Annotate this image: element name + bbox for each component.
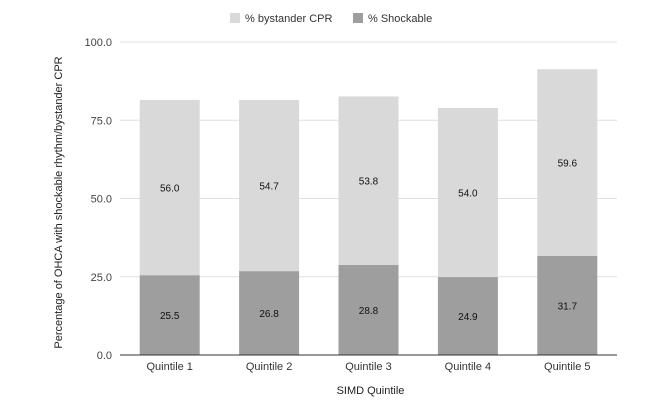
- bar-bystander-cpr: [239, 99, 300, 272]
- x-axis-categories: Quintile 1 Quintile 2 Quintile 3 Quintile 4…: [146, 361, 590, 373]
- data-label-shockable: 26.8: [259, 309, 279, 320]
- data-label-shockable: 25.5: [160, 311, 180, 322]
- data-label-bystander-cpr: 54.7: [259, 182, 279, 193]
- x-tick-label: Quintile 4: [445, 361, 491, 373]
- bar-shockable: [139, 275, 200, 355]
- x-tick-label: Quintile 2: [246, 361, 292, 373]
- bar-bystander-cpr: [537, 69, 598, 256]
- data-label-bystander-cpr: 59.6: [558, 159, 578, 170]
- bar-shockable: [338, 264, 399, 355]
- data-label-bystander-cpr: 54.0: [458, 189, 478, 200]
- bar-bystander-cpr: [437, 108, 498, 278]
- bar-shockable: [239, 271, 300, 355]
- y-axis-title: Percentage of OHCA with shockable rhythm…: [53, 56, 65, 348]
- y-tick-label: 75.0: [91, 115, 112, 127]
- x-tick-label: Quintile 1: [146, 361, 192, 373]
- legend: % bystander CPR % Shockable: [230, 13, 432, 25]
- legend-swatch-bystander-cpr: [230, 13, 240, 23]
- bar-bystander-cpr: [139, 99, 200, 276]
- legend-label-bystander-cpr: % bystander CPR: [245, 13, 332, 25]
- data-labels: 25.5 56.0 26.8 54.7 28.8 53.8 24.9 54.0 31.7 59.6: [160, 159, 578, 324]
- y-tick-label: 0.0: [97, 350, 112, 362]
- legend-swatch-shockable: [353, 13, 363, 23]
- y-tick-label: 25.0: [91, 272, 112, 284]
- y-axis-ticks: 0.0 25.0 50.0 75.0 100.0: [84, 37, 112, 362]
- y-tick-label: 50.0: [91, 194, 112, 206]
- x-tick-label: Quintile 3: [345, 361, 391, 373]
- data-label-bystander-cpr: 53.8: [359, 177, 379, 188]
- data-label-shockable: 31.7: [558, 301, 578, 312]
- data-label-shockable: 28.8: [359, 306, 379, 317]
- bar-shockable: [537, 255, 598, 355]
- x-axis-title: SIMD Quintile: [337, 385, 405, 397]
- bar-shockable: [437, 277, 498, 355]
- data-label-bystander-cpr: 56.0: [160, 184, 180, 195]
- data-label-shockable: 24.9: [458, 312, 478, 323]
- y-tick-label: 100.0: [84, 37, 112, 49]
- legend-label-shockable: % Shockable: [368, 13, 432, 25]
- bar-bystander-cpr: [338, 96, 399, 265]
- x-tick-label: Quintile 5: [544, 361, 590, 373]
- bars: [139, 69, 598, 355]
